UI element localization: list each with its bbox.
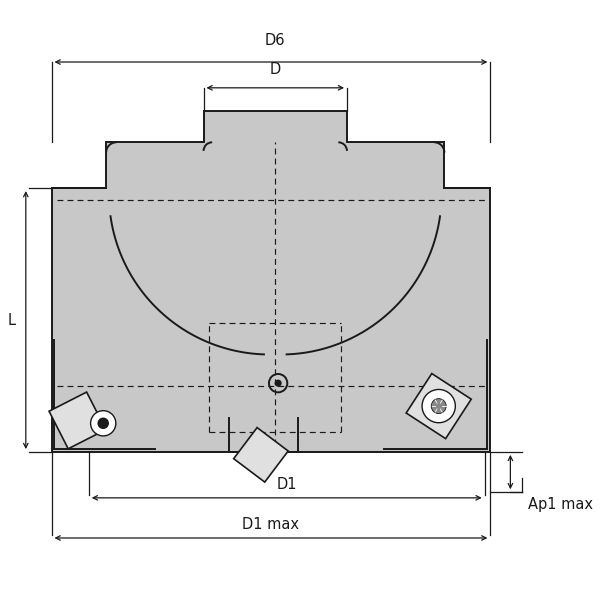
Circle shape <box>91 410 116 436</box>
Text: D6: D6 <box>265 32 286 47</box>
Circle shape <box>422 389 455 423</box>
Polygon shape <box>49 392 106 449</box>
Polygon shape <box>406 374 471 439</box>
Text: D1: D1 <box>277 477 297 492</box>
Text: D1 max: D1 max <box>242 517 299 532</box>
Text: D: D <box>269 62 281 77</box>
Text: Ap1 max: Ap1 max <box>527 497 593 512</box>
Circle shape <box>275 380 281 386</box>
Circle shape <box>98 418 108 428</box>
Text: L: L <box>7 313 16 328</box>
Polygon shape <box>233 428 288 482</box>
Circle shape <box>431 398 446 413</box>
Polygon shape <box>52 111 490 452</box>
